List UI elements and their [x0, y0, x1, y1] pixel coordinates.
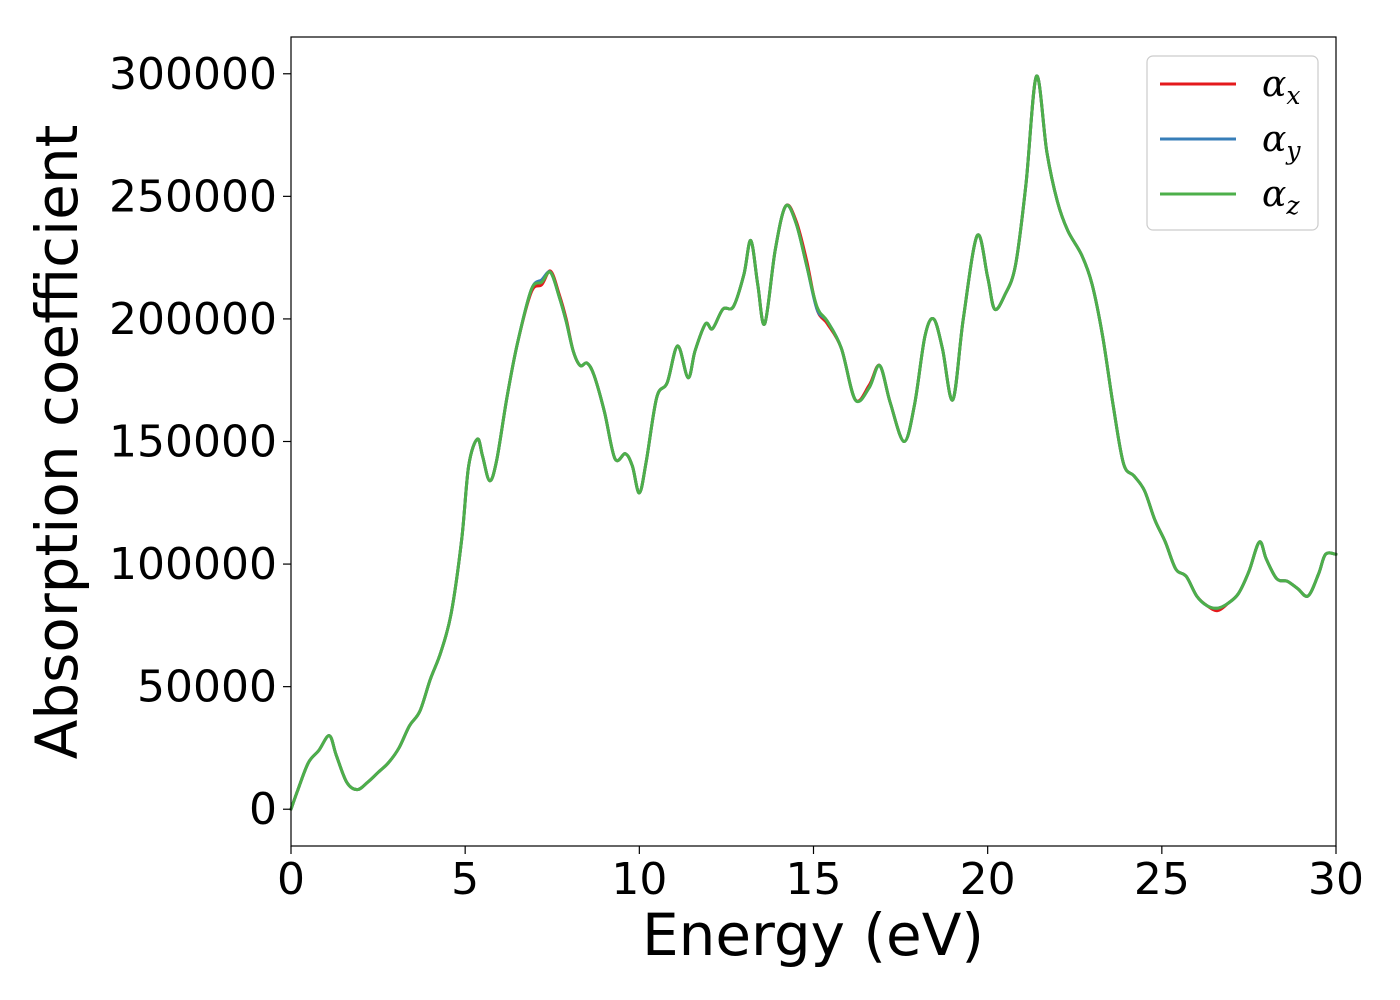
x-tick-label: 15	[786, 854, 842, 905]
y-tick-label: 0	[249, 784, 277, 835]
x-axis-title: Energy (eV)	[642, 901, 984, 969]
legend-label-x: αx	[1262, 64, 1300, 110]
legend-symbol: α	[1262, 174, 1286, 215]
y-tick-label: 250000	[109, 171, 277, 222]
legend-symbol: α	[1262, 119, 1286, 160]
y-tick-label: 200000	[109, 294, 277, 345]
x-tick-label: 0	[277, 854, 305, 905]
legend-symbol: α	[1262, 64, 1286, 105]
legend-subscript: z	[1285, 191, 1300, 220]
x-tick-label: 5	[451, 854, 479, 905]
y-axis-title: Absorption coefficient	[23, 125, 91, 760]
x-axis-ticks: 0 5 10 15 20 25 30	[277, 846, 1364, 905]
legend-label-y: αy	[1262, 119, 1301, 165]
legend-subscript: y	[1285, 136, 1301, 165]
x-tick-label: 30	[1308, 854, 1364, 905]
x-tick-label: 10	[611, 854, 667, 905]
legend-subscript: x	[1286, 81, 1300, 110]
y-axis-ticks: 0 50000 100000 150000 200000 250000 300000	[109, 49, 291, 835]
y-tick-label: 150000	[109, 417, 277, 468]
y-tick-label: 100000	[109, 539, 277, 590]
y-tick-label: 50000	[137, 662, 277, 713]
legend-box	[1146, 55, 1319, 231]
x-tick-label: 20	[960, 854, 1016, 905]
legend-label-z: αz	[1262, 174, 1300, 220]
y-tick-label: 300000	[109, 49, 277, 100]
x-tick-label: 25	[1134, 854, 1190, 905]
series-line-z	[289, 74, 1338, 811]
series-layer	[289, 74, 1338, 811]
